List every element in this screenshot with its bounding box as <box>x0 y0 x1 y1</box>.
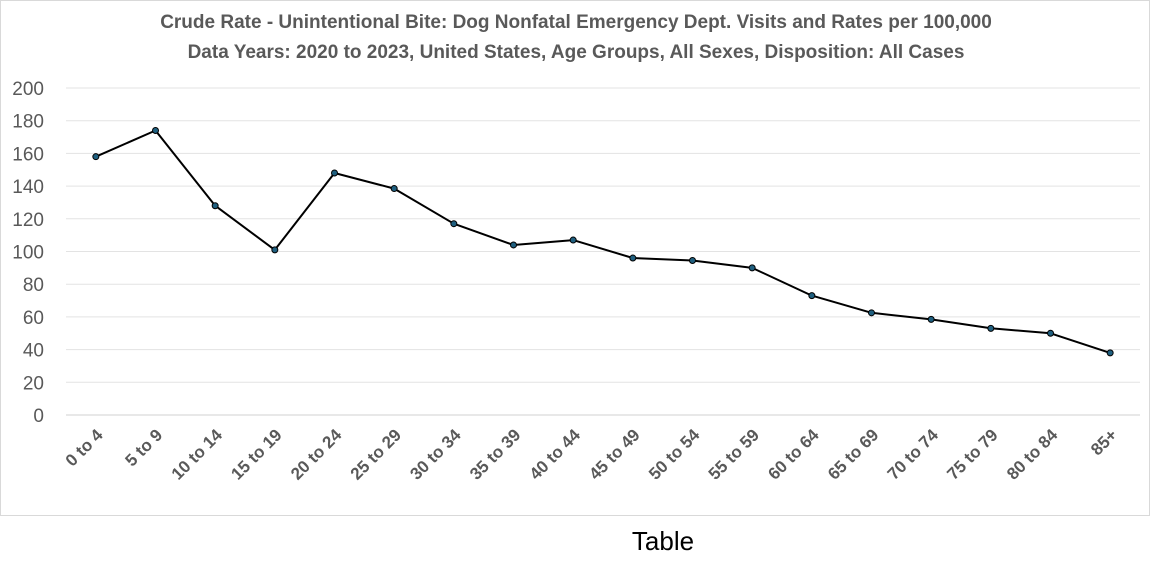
data-point <box>569 236 577 244</box>
data-point <box>808 292 816 300</box>
data-point <box>92 153 100 161</box>
y-tick-label: 20 <box>23 373 44 394</box>
x-tick-label: 35 to 39 <box>466 425 524 483</box>
x-tick-label: 50 to 54 <box>645 425 704 484</box>
y-tick-label: 80 <box>23 275 44 296</box>
x-tick-label: 65 to 69 <box>824 425 882 483</box>
y-tick-label: 200 <box>12 79 44 100</box>
y-tick-label: 160 <box>12 144 44 165</box>
data-point <box>271 246 279 254</box>
y-tick-label: 60 <box>23 308 44 329</box>
y-tick-label: 120 <box>12 210 44 231</box>
y-tick-label: 140 <box>12 177 44 198</box>
data-point <box>331 169 338 177</box>
x-tick-label: 15 to 19 <box>227 425 285 483</box>
x-tick-label: 30 to 34 <box>406 425 465 484</box>
data-point <box>868 309 875 317</box>
x-tick-label: 85+ <box>1087 425 1121 459</box>
x-tick-label: 5 to 9 <box>121 425 166 470</box>
y-tick-label: 100 <box>12 243 44 264</box>
x-tick-label: 80 to 84 <box>1003 425 1062 484</box>
data-point <box>748 264 756 272</box>
data-point <box>1047 329 1054 337</box>
chart-area <box>0 0 1150 516</box>
data-point <box>987 324 995 332</box>
data-point <box>927 315 935 323</box>
data-point <box>390 185 398 193</box>
data-point <box>450 220 458 228</box>
chart-title: Crude Rate - Unintentional Bite: Dog Non… <box>160 12 992 33</box>
y-tick-label: 40 <box>23 341 44 362</box>
x-tick-label: 0 to 4 <box>62 425 107 470</box>
x-tick-label: 40 to 44 <box>526 425 585 484</box>
x-tick-label: 45 to 49 <box>585 425 643 483</box>
x-tick-label: 60 to 64 <box>764 425 823 484</box>
series-line <box>95 129 1111 354</box>
x-tick-label: 55 to 59 <box>705 425 763 483</box>
y-tick-label: 0 <box>33 406 44 427</box>
x-tick-label: 25 to 29 <box>347 425 405 483</box>
x-tick-label: 75 to 79 <box>943 425 1001 483</box>
chart-caption: Table <box>631 526 695 556</box>
data-point <box>1106 349 1114 357</box>
y-tick-label: 180 <box>12 112 44 133</box>
data-point <box>510 241 517 249</box>
data-point <box>211 202 219 210</box>
x-tick-label: 10 to 14 <box>168 425 227 484</box>
data-point <box>629 254 637 262</box>
chart-subtitle: Data Years: 2020 to 2023, United States,… <box>187 42 965 63</box>
x-tick-label: 70 to 74 <box>884 425 943 484</box>
data-point <box>689 256 696 264</box>
x-tick-label: 20 to 24 <box>287 425 346 484</box>
data-point <box>152 127 159 135</box>
